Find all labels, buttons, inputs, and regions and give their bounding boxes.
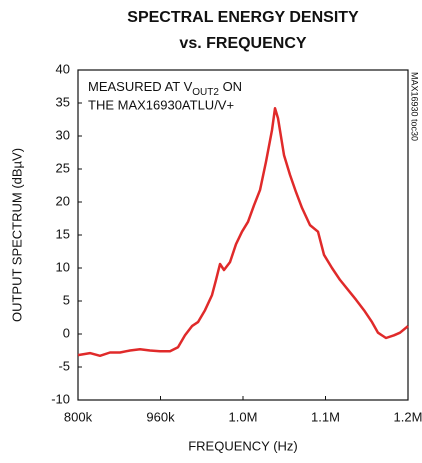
y-tick-label: -5 [58,358,70,373]
y-tick-label: 15 [56,226,70,241]
y-tick-label: 30 [56,127,70,142]
y-axis-label: OUTPUT SPECTRUM (dBµV) [9,148,24,322]
y-tick-label: 0 [63,325,70,340]
y-tick-label: 5 [63,292,70,307]
annotation: MEASURED AT VOUT2 ON [88,79,242,97]
x-tick-label: 1.0M [229,409,258,424]
x-tick-label: 1.1M [311,409,340,424]
y-tick-label: 25 [56,160,70,175]
x-axis-label: FREQUENCY (Hz) [188,438,298,453]
side-note: MAX16930 toc30 [410,72,420,141]
y-tick-label: -10 [51,391,70,406]
annotation-text: MEASURED AT V [88,79,193,94]
data-line [77,107,409,358]
annotation-subscript: OUT2 [192,87,219,98]
annotation-text: ON [219,79,242,94]
chart-title: SPECTRAL ENERGY DENSITY [127,9,359,26]
y-tick-label: 20 [56,193,70,208]
y-tick-label: 10 [56,259,70,274]
annotation: THE MAX16930ATLU/V+ [88,97,234,112]
chart-title: vs. FREQUENCY [179,35,306,52]
x-tick-label: 800k [64,409,93,424]
x-tick-label: 1.2M [394,409,422,424]
y-tick-label: 40 [56,61,70,76]
y-tick-label: 35 [56,94,70,109]
x-tick-label: 960k [146,409,175,424]
